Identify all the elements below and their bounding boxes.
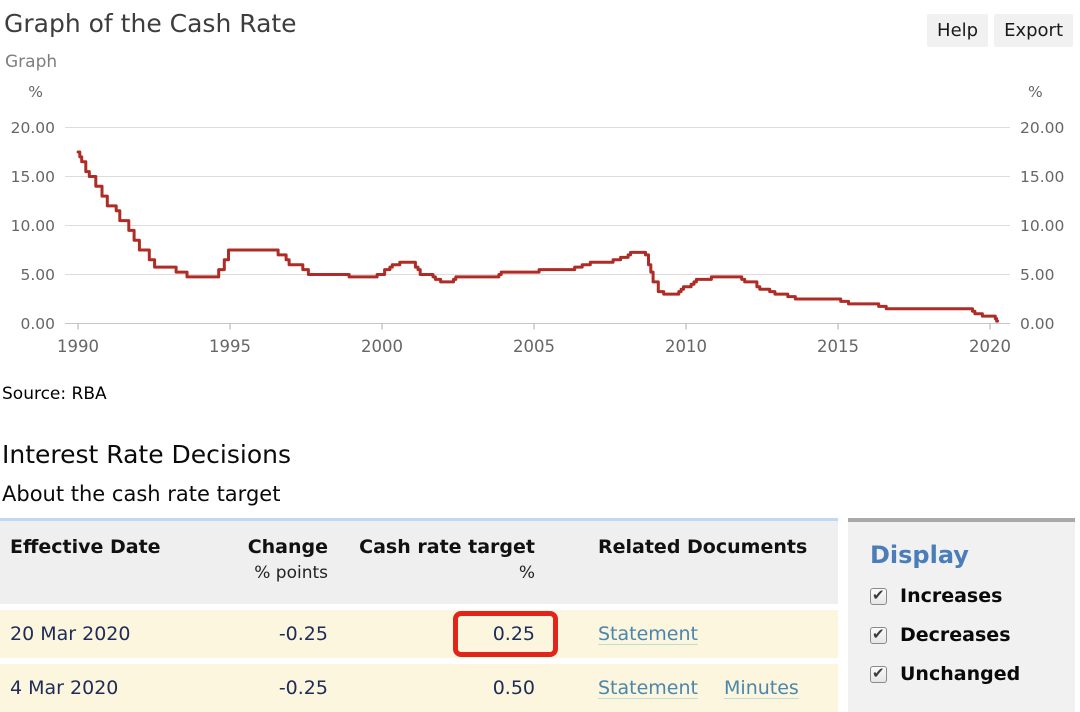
svg-text:1990: 1990 [57, 337, 99, 356]
column-sublabel: % [518, 563, 535, 583]
svg-text:20.00: 20.00 [1020, 119, 1064, 137]
increases-checkbox[interactable] [870, 586, 887, 605]
column-header-change: Change % points [240, 521, 335, 604]
cash-rate-target-cell: 0.50 [492, 677, 535, 699]
decreases-checkbox[interactable] [870, 625, 887, 644]
display-option-increases: Increases [870, 585, 1075, 607]
display-option-unchanged: Unchanged [870, 663, 1075, 685]
svg-text:15.00: 15.00 [11, 168, 55, 186]
increases-label[interactable]: Increases [900, 585, 1003, 607]
cash-rate-chart: 0.00 0.00 5.00 5.00 10.00 10.00 15.00 15.00 20.0… [11, 83, 1065, 356]
column-header-cash-rate-target: Cash rate target % [335, 521, 542, 604]
column-header-effective-date: Effective Date [0, 521, 240, 604]
svg-text:5.00: 5.00 [1020, 266, 1055, 284]
help-button[interactable]: Help [927, 14, 989, 47]
decisions-subheading: About the cash rate target [2, 482, 281, 506]
column-sublabel: % points [254, 563, 328, 583]
related-documents-cell: Statement [542, 623, 838, 645]
table-row: 4 Mar 2020 -0.25 0.50 Statement Minutes [0, 664, 838, 712]
display-filter-panel: Display Increases Decreases Unchanged [848, 518, 1075, 712]
column-label: Effective Date [10, 536, 161, 558]
svg-text:%: % [1028, 83, 1043, 101]
svg-text:10.00: 10.00 [1020, 217, 1064, 235]
svg-text:2010: 2010 [665, 337, 707, 356]
minutes-link[interactable]: Minutes [724, 677, 799, 699]
effective-date-cell: 4 Mar 2020 [10, 677, 119, 699]
column-header-related-documents: Related Documents [542, 521, 838, 604]
unchanged-checkbox[interactable] [870, 664, 887, 683]
change-cell: -0.25 [278, 623, 328, 645]
decreases-label[interactable]: Decreases [900, 624, 1011, 646]
interest-rate-decisions-table: Effective Date Change % points Cash rate… [0, 518, 838, 712]
related-documents-cell: Statement Minutes [542, 677, 838, 699]
column-label: Related Documents [598, 536, 808, 558]
decisions-heading: Interest Rate Decisions [2, 440, 292, 469]
svg-text:20.00: 20.00 [11, 119, 55, 137]
svg-text:5.00: 5.00 [20, 266, 55, 284]
column-label: Change [247, 536, 328, 558]
svg-text:10.00: 10.00 [11, 217, 55, 235]
svg-text:0.00: 0.00 [20, 315, 55, 333]
svg-text:%: % [28, 83, 43, 101]
statement-link[interactable]: Statement [598, 677, 698, 699]
column-label: Cash rate target [359, 536, 535, 558]
display-panel-title: Display [870, 541, 969, 569]
page-title: Graph of the Cash Rate [4, 9, 297, 38]
unchanged-label[interactable]: Unchanged [900, 663, 1021, 685]
table-row: 20 Mar 2020 -0.25 0.25 Statement [0, 610, 838, 658]
statement-link[interactable]: Statement [598, 623, 698, 645]
table-header-row: Effective Date Change % points Cash rate… [0, 521, 838, 604]
display-option-decreases: Decreases [870, 624, 1075, 646]
svg-text:2015: 2015 [817, 337, 859, 356]
graph-tab-label: Graph [5, 52, 58, 72]
cash-rate-target-cell: 0.25 [492, 623, 535, 645]
svg-text:2020: 2020 [969, 337, 1011, 356]
svg-text:15.00: 15.00 [1020, 168, 1064, 186]
svg-text:1995: 1995 [209, 337, 251, 356]
change-cell: -0.25 [278, 677, 328, 699]
chart-source-note: Source: RBA [2, 384, 107, 404]
svg-text:2000: 2000 [361, 337, 403, 356]
svg-text:0.00: 0.00 [1020, 315, 1055, 333]
toolbar: Help Export [927, 14, 1073, 47]
export-button[interactable]: Export [994, 14, 1073, 47]
svg-text:2005: 2005 [513, 337, 555, 356]
effective-date-cell: 20 Mar 2020 [10, 623, 131, 645]
